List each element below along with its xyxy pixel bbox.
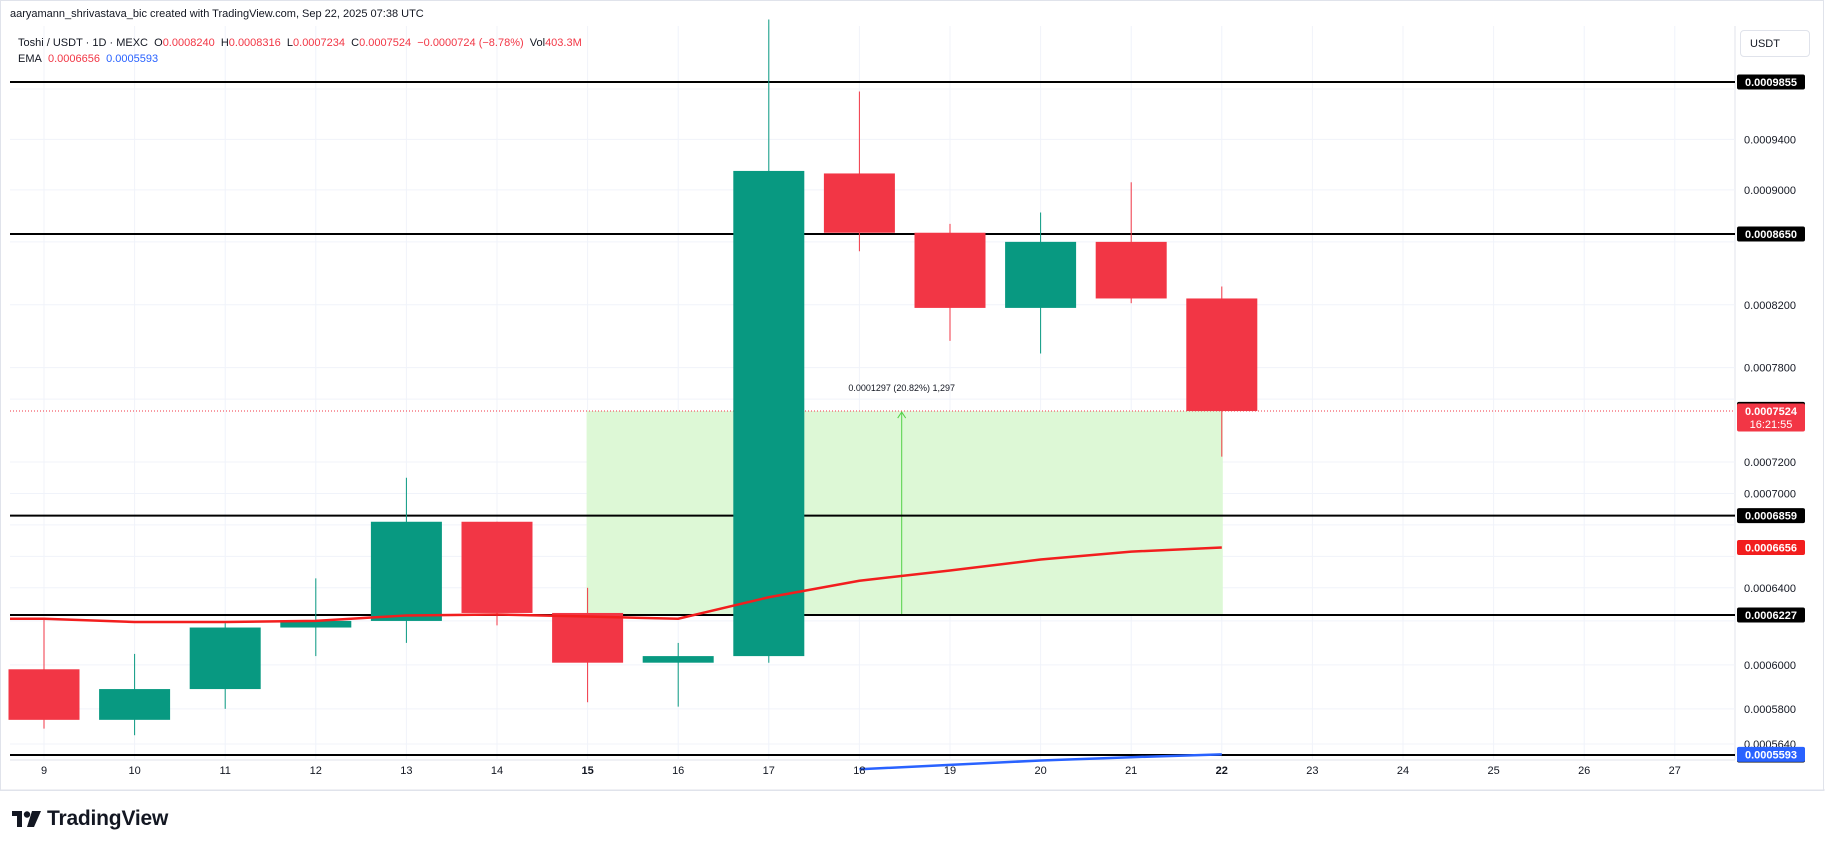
x-tick-label: 18 [853, 765, 865, 777]
legend-panel: Toshi / USDT · 1D · MEXC O0.0008240 H0.0… [18, 35, 582, 67]
candle-body [370, 521, 442, 621]
y-tick-label: 0.0007200 [1744, 457, 1796, 469]
x-tick-label: 27 [1669, 765, 1681, 777]
y-tick-label: 0.0007800 [1744, 363, 1796, 375]
ema-slow-price-tag-bg [1737, 746, 1805, 762]
open-label: O [154, 37, 163, 49]
x-tick-label: 16 [672, 765, 684, 777]
volume-label: Vol [529, 37, 546, 49]
y-tick-label: 0.0007000 [1744, 488, 1796, 500]
price-range-zone: 0.0001297 (20.82%) 1,297 [586, 383, 1223, 615]
ema-fast-value: 0.0006656 [47, 53, 100, 65]
level-price-tag-bg [1737, 508, 1805, 524]
open-value: 0.0008240 [162, 37, 215, 49]
x-tick-label: 19 [944, 765, 956, 777]
change-value: −0.0000724 (−8.78%) [417, 37, 524, 49]
x-tick-label: 20 [1034, 765, 1046, 777]
candles[interactable] [8, 19, 1258, 736]
symbol-label[interactable]: Toshi / USDT · 1D · MEXC [18, 37, 148, 49]
candle-body [1005, 241, 1077, 308]
candle-body [552, 612, 624, 663]
chart-frame [0, 0, 1824, 791]
tradingview-logo-text: TradingView [47, 807, 169, 830]
last-price-tag-bg [1737, 403, 1805, 432]
candle-body [733, 170, 805, 657]
x-tick-label: 15 [581, 765, 593, 777]
level-price-tag-bg [1737, 74, 1805, 90]
close-value: 0.0007524 [359, 37, 412, 49]
candle-body [642, 656, 714, 663]
y-tick-label: 0.0006400 [1744, 583, 1796, 595]
candle-body [189, 627, 261, 690]
x-tick-label: 13 [400, 765, 412, 777]
ema-row: EMA 0.0006656 0.0005593 [18, 51, 582, 67]
y-tick-label: 0.0008200 [1744, 300, 1796, 312]
y-tick-label: 0.0005800 [1744, 704, 1796, 716]
y-tick-label: 0.0009400 [1744, 134, 1796, 146]
candle-body [99, 689, 171, 720]
low-label: L [286, 37, 294, 49]
price-tags: 0.0009855 0.0008650 0.0006859 0.0006227 0.00… [1737, 74, 1805, 763]
x-tick-label: 11 [219, 765, 230, 777]
last-price-tag-countdown: 16:21:55 [1750, 419, 1793, 431]
x-tick-label: 14 [491, 765, 503, 777]
chart-grid [0, 0, 1825, 791]
high-label: H [220, 37, 229, 49]
high-value: 0.0008316 [228, 37, 281, 49]
axes: 9 10 11 12 13 14 15 16 17 18 19 20 21 22 23 24 25 26 27 0.0… [41, 134, 1796, 777]
x-tick-label: 25 [1487, 765, 1499, 777]
level-price-tag: 0.0006227 [1745, 610, 1797, 622]
x-tick-label: 24 [1397, 765, 1409, 777]
x-tick-label: 10 [128, 765, 140, 777]
level-price-tag-bg [1737, 607, 1805, 623]
currency-button[interactable]: USDT [1740, 30, 1810, 57]
ohlc-row: Toshi / USDT · 1D · MEXC O0.0008240 H0.0… [18, 35, 582, 51]
volume-value: 403.3M [545, 37, 582, 49]
x-tick-label: 9 [41, 765, 47, 777]
ema-slow-price-tag: 0.0005593 [1745, 749, 1797, 761]
candle-body [1095, 241, 1167, 299]
ema-slow-line [859, 753, 1222, 771]
range-label: 0.0001297 (20.82%) 1,297 [848, 383, 955, 393]
ema-fast-price-tag-bg [1737, 540, 1805, 556]
candle-body [1186, 298, 1258, 412]
x-tick-label: 23 [1306, 765, 1318, 777]
last-price-tag: 0.0007524 [1745, 406, 1798, 418]
level-price-tag-bg [1737, 226, 1805, 242]
candle-body [8, 669, 80, 720]
chart-credit: aaryamann_shrivastava_bic created with T… [10, 8, 424, 20]
level-price-tag: 0.0009855 [1745, 77, 1797, 89]
level-price-tag: 0.0006859 [1745, 511, 1797, 523]
range-zone-fill [586, 411, 1223, 615]
x-tick-label: 17 [763, 765, 775, 777]
candle-body [914, 232, 986, 308]
level-price-tag: 0.0008650 [1745, 229, 1797, 241]
x-tick-label: 26 [1578, 765, 1590, 777]
close-label: C [351, 37, 360, 49]
ema-fast-line [10, 546, 1222, 624]
ema-lines [10, 546, 1222, 771]
tradingview-logo[interactable]: TradingView [12, 807, 168, 831]
candle-body [461, 521, 533, 613]
x-tick-label: 12 [310, 765, 322, 777]
y-tick-label: 0.0009000 [1744, 185, 1796, 197]
x-tick-label: 21 [1125, 765, 1137, 777]
x-tick-label: 22 [1216, 765, 1228, 777]
y-tick-label: 0.0006000 [1744, 660, 1796, 672]
candle-body [823, 173, 895, 233]
ema-label[interactable]: EMA [18, 53, 42, 65]
ema-fast-price-tag: 0.0006656 [1745, 543, 1797, 555]
ema-slow-value: 0.0005593 [106, 53, 159, 65]
horizontal-levels[interactable] [10, 81, 1735, 756]
range-arrow-head [897, 411, 907, 419]
tradingview-logo-icon [12, 811, 41, 827]
candle-body [280, 620, 352, 628]
low-value: 0.0007234 [293, 37, 346, 49]
